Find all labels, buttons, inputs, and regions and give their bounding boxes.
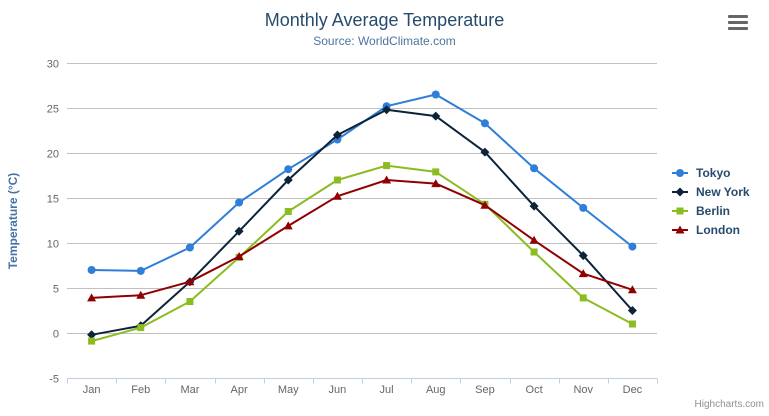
series-marker-tokyo: [284, 165, 293, 174]
chart-subtitle: Source: WorldClimate.com: [313, 34, 456, 48]
series-marker-london: [627, 285, 637, 294]
series-marker-london: [529, 235, 539, 244]
series-marker-new-york: [382, 105, 392, 115]
y-tick-label: 5: [53, 284, 59, 296]
series-marker-new-york: [332, 130, 342, 140]
series-marker-new-york: [234, 226, 244, 236]
series-line-london: [90, 179, 634, 299]
hamburger-icon: [728, 27, 748, 30]
series-marker-new-york: [529, 201, 539, 211]
series-marker-berlin: [186, 298, 194, 305]
x-tick-label: Jan: [83, 384, 101, 396]
legend-label: London: [696, 222, 740, 237]
series-marker-berlin: [333, 176, 341, 184]
series-marker-tokyo: [530, 164, 539, 173]
legend: Tokyo New York Berlin London: [672, 163, 750, 239]
legend-item-berlin[interactable]: Berlin: [672, 201, 750, 220]
y-tick-label: 0: [53, 329, 59, 341]
x-tick-label: Nov: [573, 384, 593, 396]
series-marker-tokyo: [87, 266, 96, 274]
y-tick-label: 15: [47, 194, 59, 206]
series-marker-london: [578, 269, 588, 278]
series-marker-berlin: [383, 162, 391, 170]
x-tick-label: Apr: [231, 384, 248, 396]
series-marker-london: [136, 290, 146, 299]
series-marker-new-york: [627, 306, 637, 315]
series-marker-tokyo: [431, 90, 440, 99]
legend-label: Tokyo: [696, 165, 731, 180]
series-marker-berlin: [432, 168, 440, 176]
triangle-icon: [672, 225, 688, 233]
x-tick-label: Dec: [623, 384, 643, 396]
x-tick-label: Aug: [426, 384, 446, 396]
square-icon: [672, 207, 688, 214]
series-marker-tokyo: [185, 243, 194, 252]
x-tick-label: Oct: [526, 384, 543, 396]
series-marker-berlin: [284, 208, 292, 215]
series-marker-new-york: [431, 111, 441, 121]
y-tick-label: 30: [47, 59, 59, 71]
y-tick-label: 10: [47, 239, 59, 251]
series-marker-tokyo: [628, 242, 637, 251]
circle-icon: [672, 168, 688, 177]
series-marker-berlin: [137, 324, 145, 332]
series-line-tokyo: [90, 93, 634, 272]
x-tick-label: May: [278, 384, 299, 396]
series-line-new-york: [90, 108, 634, 336]
series-marker-london: [332, 191, 342, 200]
series-marker-london: [87, 293, 97, 302]
chart-title: Monthly Average Temperature: [264, 10, 505, 30]
series-marker-tokyo: [579, 203, 588, 212]
series-marker-tokyo: [480, 119, 489, 128]
x-tick-label: Sep: [475, 384, 495, 396]
series-marker-london: [431, 179, 441, 188]
series-marker-tokyo: [136, 266, 145, 275]
x-tick-label: Jul: [380, 384, 394, 396]
y-axis-title: Temperature (°C): [6, 172, 20, 270]
legend-label: New York: [696, 184, 750, 199]
credits-link[interactable]: Highcharts.com: [694, 399, 764, 410]
legend-item-tokyo[interactable]: Tokyo: [672, 163, 750, 182]
hamburger-icon: [728, 21, 748, 24]
series-marker-berlin: [88, 337, 96, 345]
x-tick-label: Feb: [131, 384, 150, 396]
legend-item-new-york[interactable]: New York: [672, 182, 750, 201]
x-tick-label: Mar: [180, 384, 199, 396]
series-marker-london: [185, 277, 195, 286]
series-marker-new-york: [578, 251, 588, 261]
series-marker-london: [283, 221, 293, 230]
context-menu-button[interactable]: [728, 15, 748, 30]
series-marker-berlin: [628, 320, 636, 328]
y-tick-label: 25: [47, 104, 59, 116]
legend-item-london[interactable]: London: [672, 220, 750, 239]
series-line-berlin: [90, 164, 634, 343]
series-marker-london: [234, 252, 244, 260]
series-marker-new-york: [480, 147, 490, 157]
y-tick-label: -5: [49, 374, 59, 386]
series-marker-london: [382, 175, 392, 184]
series-marker-new-york: [87, 330, 97, 340]
hamburger-icon: [728, 15, 748, 18]
diamond-icon: [672, 187, 688, 196]
series-marker-new-york: [283, 175, 293, 185]
series-marker-tokyo: [235, 198, 244, 207]
series-marker-berlin: [530, 248, 538, 256]
legend-label: Berlin: [696, 203, 731, 218]
y-tick-label: 20: [47, 149, 59, 161]
series-marker-berlin: [579, 294, 587, 302]
series-marker-london: [480, 200, 490, 209]
x-tick-label: Jun: [329, 384, 347, 396]
